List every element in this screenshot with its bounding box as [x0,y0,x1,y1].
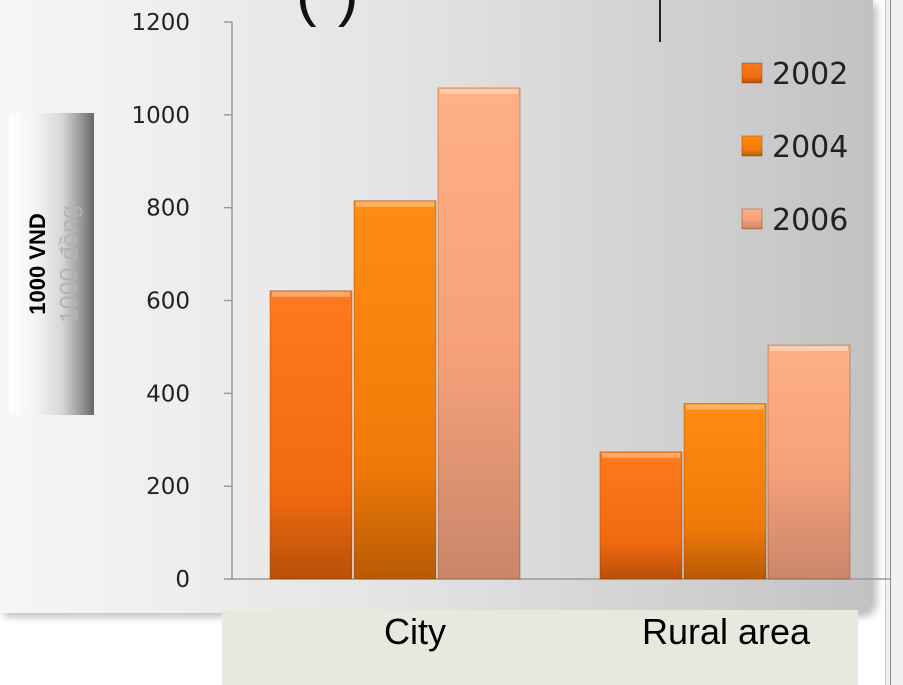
bar-highlight [686,404,764,410]
bar-rural-area-2002 [599,451,683,580]
bar-rural-area-2004 [683,403,767,580]
category-label-band [222,610,858,685]
legend-swatch [741,135,763,157]
bar-highlight [602,452,680,458]
page-margin-strip [885,0,903,685]
y-tick-label: 400 [146,381,190,407]
legend-label: 2006 [772,203,848,238]
bar-city-2006 [437,87,521,580]
legend-swatch [741,208,763,230]
legend-label: 2002 [772,57,848,92]
category-label: Rural area [642,611,811,652]
bar-rural-area-2006 [767,344,851,580]
legend-swatch [741,62,763,84]
y-tick-label: 1200 [131,10,190,36]
y-tick-label: 600 [146,289,190,315]
category-label: City [384,611,446,652]
y-tick-label: 0 [175,567,190,593]
bar-highlight [272,291,350,297]
cropped-divider-line [659,0,661,42]
y-tick-label: 1000 [131,103,190,129]
y-axis-label-box [9,113,94,415]
y-tick-label: 200 [146,474,190,500]
y-tick-label: 800 [146,196,190,222]
bar-city-2004 [353,200,437,580]
bar-highlight [770,346,848,352]
page-margin-line [890,0,891,685]
bar-highlight [440,88,518,94]
legend-label: 2004 [772,130,848,165]
bar-city-2002 [269,290,353,580]
cropped-title-fragment: ( ) [296,0,361,29]
bar-highlight [356,201,434,207]
